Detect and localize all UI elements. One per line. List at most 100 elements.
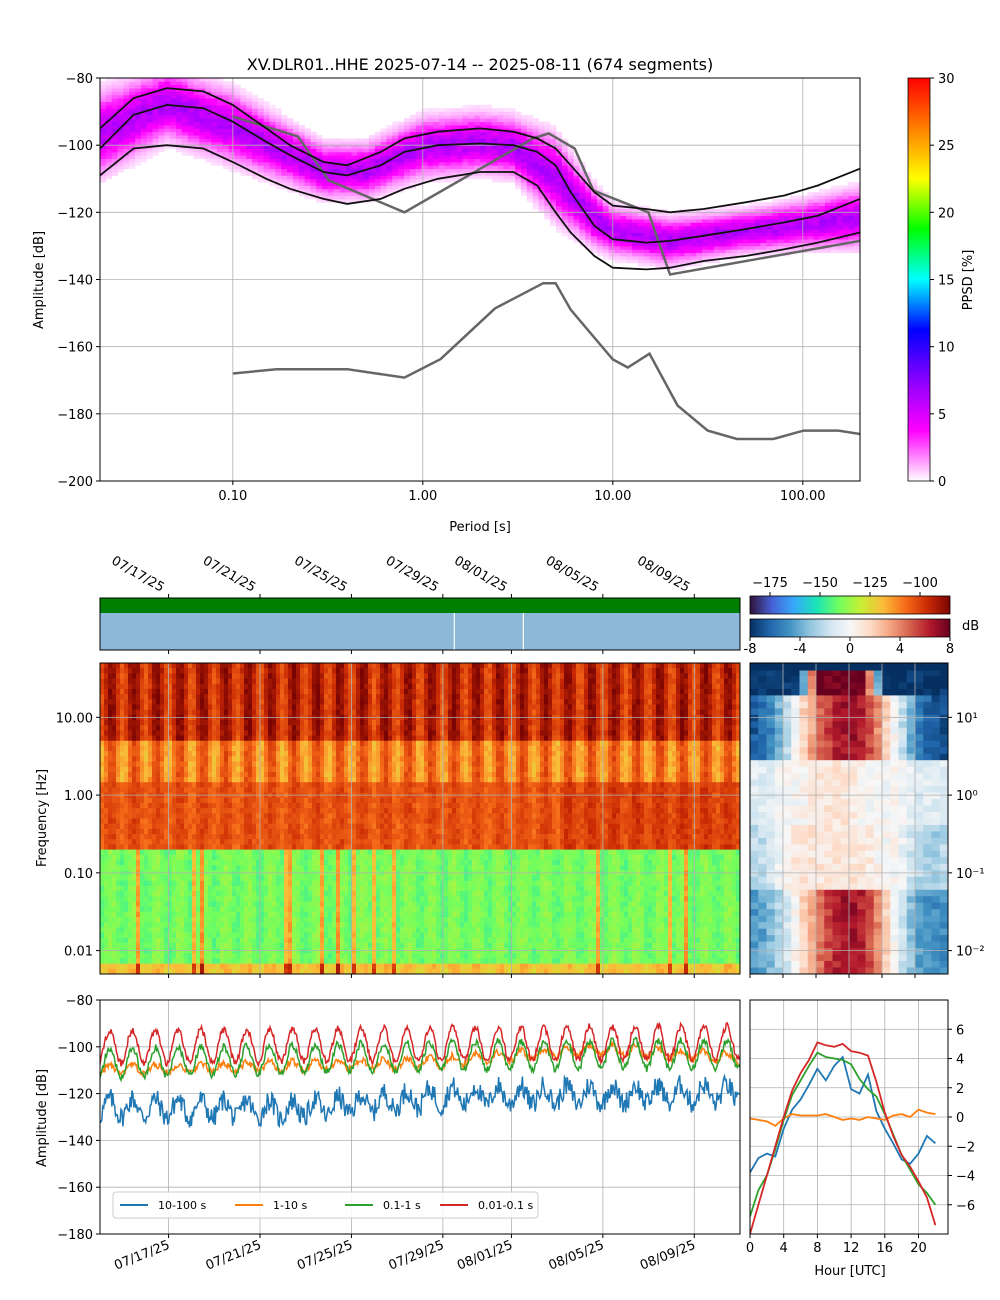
ppsd-density-cell	[222, 158, 230, 163]
ppsd-density-cell	[480, 111, 487, 116]
spectrogram-cell	[108, 885, 113, 892]
ppsd-density-cell	[392, 185, 399, 190]
ppsd-density-cell	[398, 158, 405, 163]
spectrogram-cell	[152, 880, 157, 887]
ppsd-density-cell	[222, 104, 230, 109]
ppsd-density-cell	[257, 151, 265, 156]
ppsd-density-cell	[456, 161, 463, 166]
spectrogram-cell	[148, 839, 153, 845]
ppsd-density-cell	[468, 128, 475, 133]
ppsd-density-cell	[433, 131, 440, 136]
spectrogram-cell	[208, 808, 213, 814]
spectrogram-cell	[152, 885, 157, 892]
ppsd-density-cell	[848, 188, 855, 193]
spectrogram-cell	[180, 844, 185, 851]
ppsd-density-cell	[129, 161, 136, 166]
ppsd-density-cell	[702, 219, 709, 223]
ppsd-density-cell	[287, 185, 294, 190]
ppsd-density-cell	[380, 168, 387, 173]
ppsd-density-cell	[117, 155, 124, 159]
spectrogram-cell	[120, 932, 125, 939]
ppsd-density-cell	[246, 121, 253, 126]
ppsd-density-cell	[468, 125, 475, 129]
noise-model-low	[232, 281, 860, 441]
spectrogram-cell	[180, 797, 185, 804]
ppsd-density-cell	[193, 98, 200, 102]
ppsd-density-cell	[292, 182, 300, 186]
spectrogram-cell	[168, 963, 173, 970]
ppsd-density-cell	[176, 111, 183, 116]
spectrogram-cell	[120, 875, 125, 882]
spectrogram-cell	[168, 735, 173, 742]
ppsd-density-cell	[111, 155, 118, 159]
ppsd-density-cell	[719, 208, 726, 213]
spectrogram-cell	[200, 834, 205, 840]
ppsd-density-cell	[333, 178, 341, 183]
ppsd-density-cell	[287, 128, 294, 133]
ppsd-density-cell	[357, 182, 364, 186]
spectrogram-cell	[188, 880, 193, 887]
ppsd-density-cell	[544, 178, 551, 183]
spectrogram-cell	[100, 906, 105, 913]
ppsd-density-cell	[854, 229, 860, 233]
ppsd-density-cell	[386, 192, 393, 196]
ppsd-density-cell	[503, 148, 510, 153]
ppsd-density-cell	[158, 71, 164, 75]
ppsd-density-cell	[205, 158, 212, 163]
spectrogram-cell	[108, 849, 113, 856]
spectrogram-cell	[144, 854, 149, 861]
spectrogram-cell	[172, 699, 177, 705]
ppsd-density-cell	[222, 101, 230, 106]
ppsd-density-cell	[117, 81, 124, 86]
ppsd-density-cell	[263, 168, 270, 173]
spectrogram-cell	[120, 818, 125, 825]
spectrogram-cell	[184, 865, 189, 871]
spectrogram-cell	[212, 720, 217, 726]
ppsd-density-cell	[211, 145, 218, 149]
spectrogram-cell	[148, 958, 153, 965]
spectrogram-cell	[220, 678, 225, 685]
spectrogram-cell	[128, 880, 133, 887]
spectrogram-cell	[176, 849, 181, 856]
coverage-processed-bar	[100, 598, 740, 613]
ppsd-density-cell	[550, 128, 557, 133]
ppsd-density-cell	[836, 232, 843, 237]
ppsd-density-cell	[772, 242, 779, 247]
ppsd-density-cell	[468, 121, 475, 126]
ppsd-density-cell	[427, 175, 434, 180]
ppsd-density-cell	[140, 121, 148, 126]
spectrogram-cell	[196, 828, 201, 835]
ppsd-density-cell	[778, 212, 785, 217]
spectrogram-cell	[224, 704, 229, 711]
ppsd-density-cell	[573, 158, 580, 163]
spectrogram-cell	[136, 844, 141, 851]
ppsd-density-cell	[702, 208, 709, 213]
ppsd-density-cell	[596, 235, 604, 240]
spectrogram-cell	[132, 865, 137, 871]
ppsd-density-cell	[135, 148, 142, 153]
ppsd-density-cell	[520, 168, 528, 173]
ppsd-density-cell	[439, 118, 446, 123]
ppsd-density-cell	[152, 98, 159, 102]
spectrogram-cell	[116, 834, 121, 840]
ppsd-density-cell	[573, 229, 580, 233]
spectrogram-cell	[232, 839, 237, 845]
spectrogram-cell	[124, 668, 129, 674]
spectrogram-cell	[140, 875, 145, 882]
spectrogram-cell	[196, 927, 201, 934]
spectrogram-cell	[104, 668, 109, 674]
spectrogram-cell	[112, 932, 117, 939]
percentile-curve-lower	[100, 144, 860, 271]
spectrogram-cell	[128, 859, 133, 866]
ppsd-density-cell	[176, 148, 183, 153]
ppsd-density-cell	[181, 151, 189, 156]
ppsd-density-cell	[146, 155, 154, 159]
spectrogram-cell	[184, 880, 189, 887]
spectrogram-cell	[200, 709, 205, 716]
spectrogram-cell	[148, 709, 153, 716]
ppsd-density-cell	[304, 182, 311, 186]
spectrogram-cell	[132, 725, 137, 731]
ppsd-density-cell	[351, 158, 358, 163]
spectrogram-cell	[104, 782, 109, 788]
ppsd-density-cell	[655, 252, 662, 257]
